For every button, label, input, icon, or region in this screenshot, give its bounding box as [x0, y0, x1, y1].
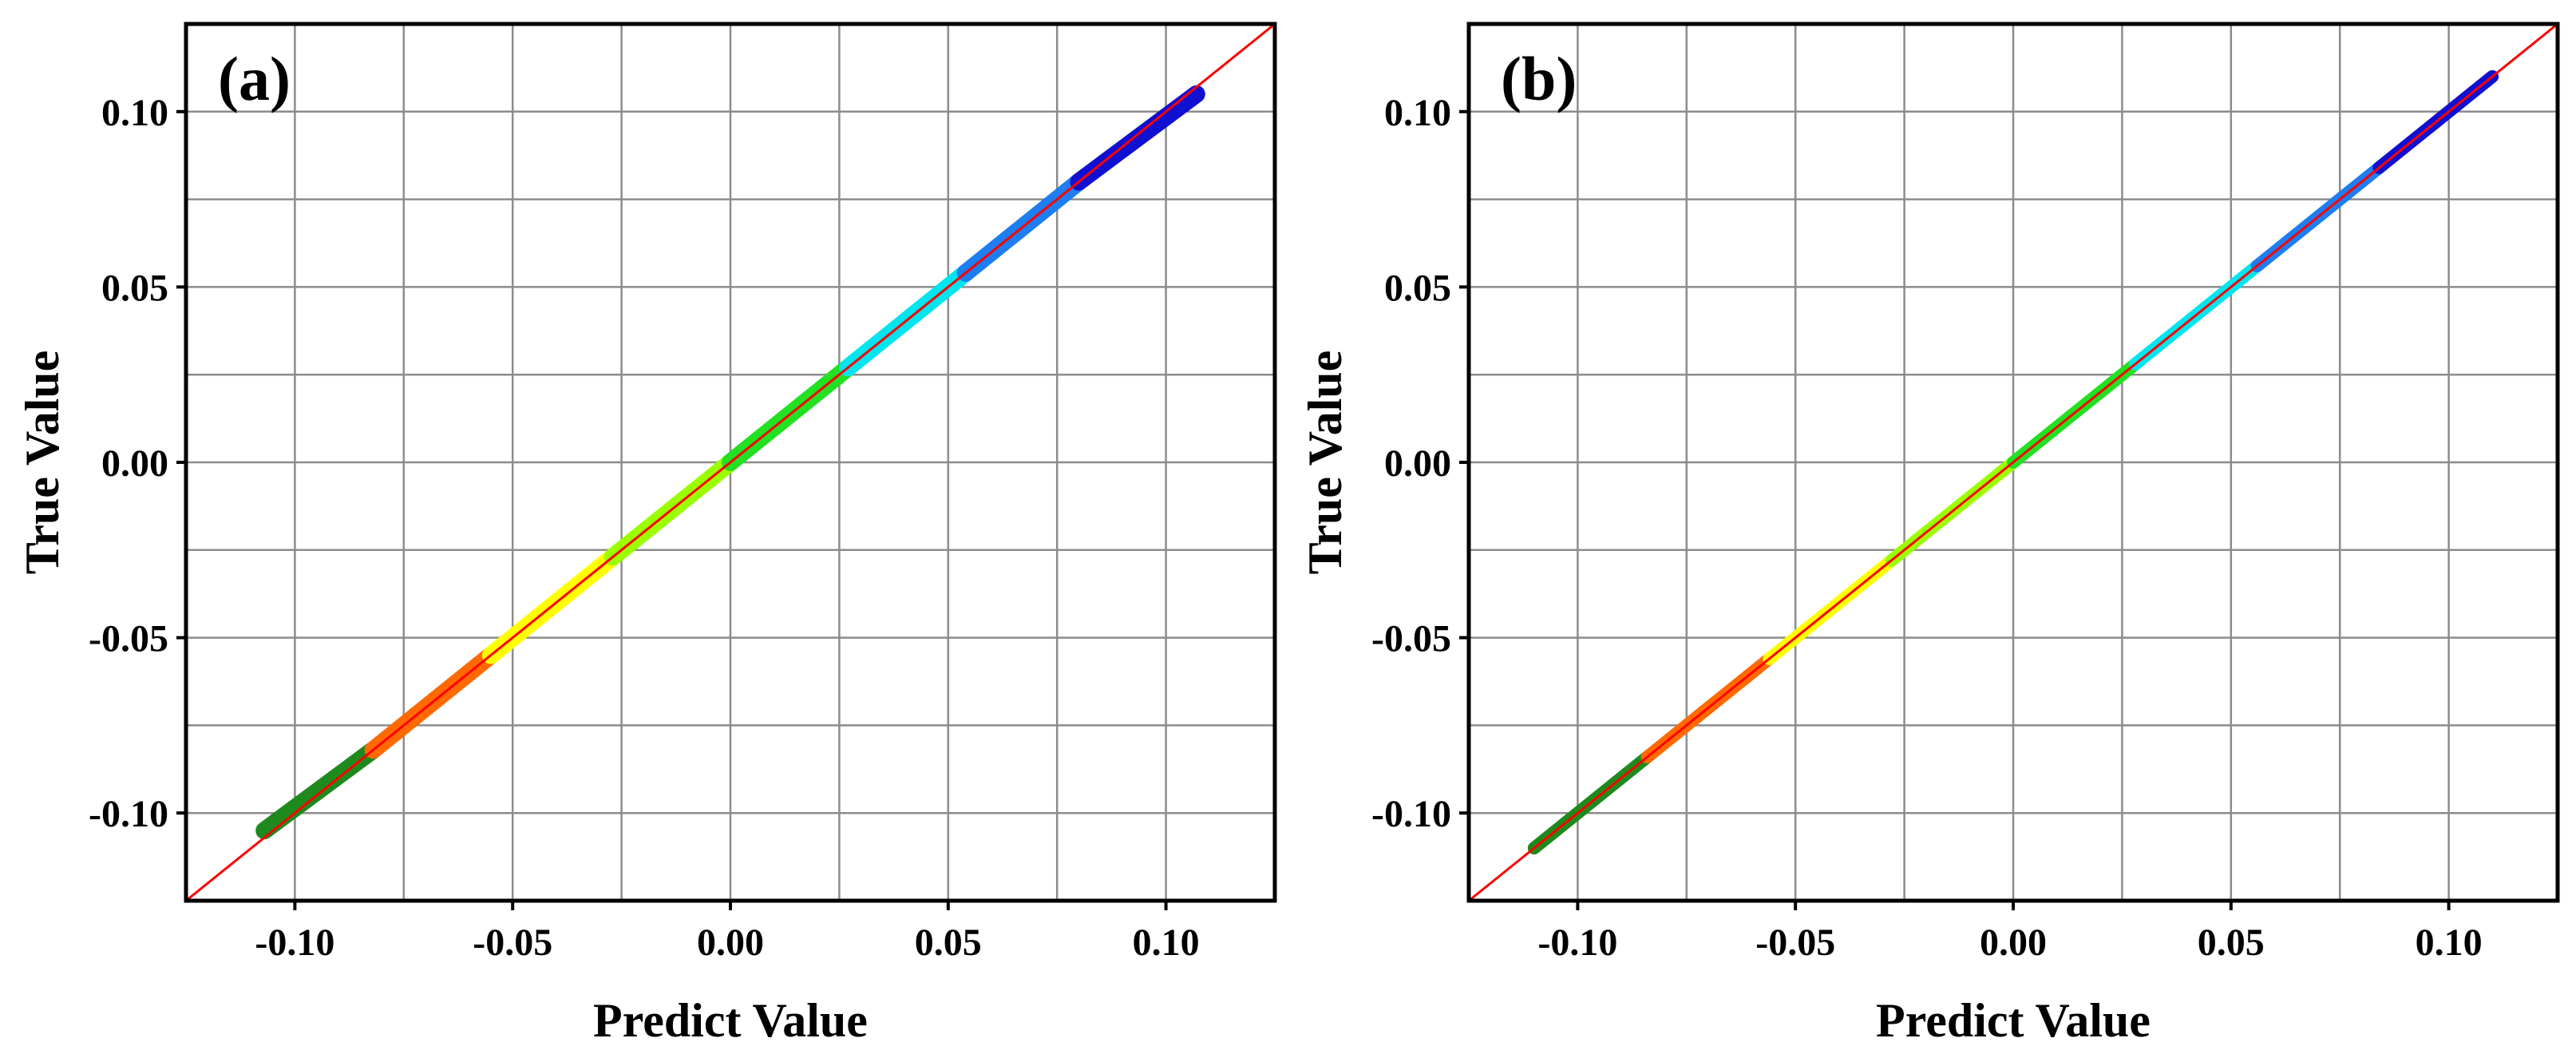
panel-label: (a)	[218, 44, 291, 113]
x-tick-label: -0.05	[473, 921, 552, 964]
y-tick-label: -0.10	[89, 793, 168, 835]
x-axis-title: Predict Value	[1876, 994, 2151, 1047]
x-axis-title: Predict Value	[593, 994, 868, 1047]
y-tick-label: 0.00	[1384, 442, 1451, 485]
y-axis-title: True Value	[16, 351, 69, 575]
x-tick-label: 0.10	[2416, 921, 2483, 964]
panel-b: -0.10 -0.05 0.00 0.05 0.10 -0.10 -0.05 0.00 0.05…	[1299, 22, 2560, 1047]
x-tick-label: -0.10	[255, 921, 334, 964]
y-tick-label: 0.10	[101, 92, 168, 134]
x-tick-label: 0.05	[915, 921, 982, 964]
x-tick-label: -0.10	[1537, 921, 1617, 964]
y-tick-label: 0.05	[1384, 267, 1451, 309]
y-axis-title: True Value	[1299, 351, 1351, 575]
x-tick-label: 0.00	[1980, 921, 2047, 964]
panel-a: -0.10 -0.05 0.00 0.05 0.10 -0.10 -0.05 0.00 0.05…	[16, 22, 1277, 1047]
y-tick-label: -0.05	[89, 618, 168, 660]
y-tick-label: 0.10	[1384, 92, 1451, 134]
grid	[186, 24, 1275, 901]
x-tick-label: -0.05	[1755, 921, 1835, 964]
y-tick-label: 0.05	[101, 267, 168, 309]
y-tick-label: 0.00	[101, 442, 168, 485]
panel-label: (b)	[1501, 44, 1577, 113]
reference-line-y-equals-x	[1469, 24, 2558, 901]
x-tick-label: 0.05	[2198, 921, 2265, 964]
y-tick-label: -0.05	[1371, 618, 1451, 660]
y-tick-label: -0.10	[1371, 793, 1451, 835]
data-layer	[1469, 24, 2558, 901]
data-layer	[186, 24, 1275, 901]
x-tick-label: 0.10	[1133, 921, 1200, 964]
x-tick-label: 0.00	[697, 921, 764, 964]
reference-line-y-equals-x	[186, 24, 1275, 901]
